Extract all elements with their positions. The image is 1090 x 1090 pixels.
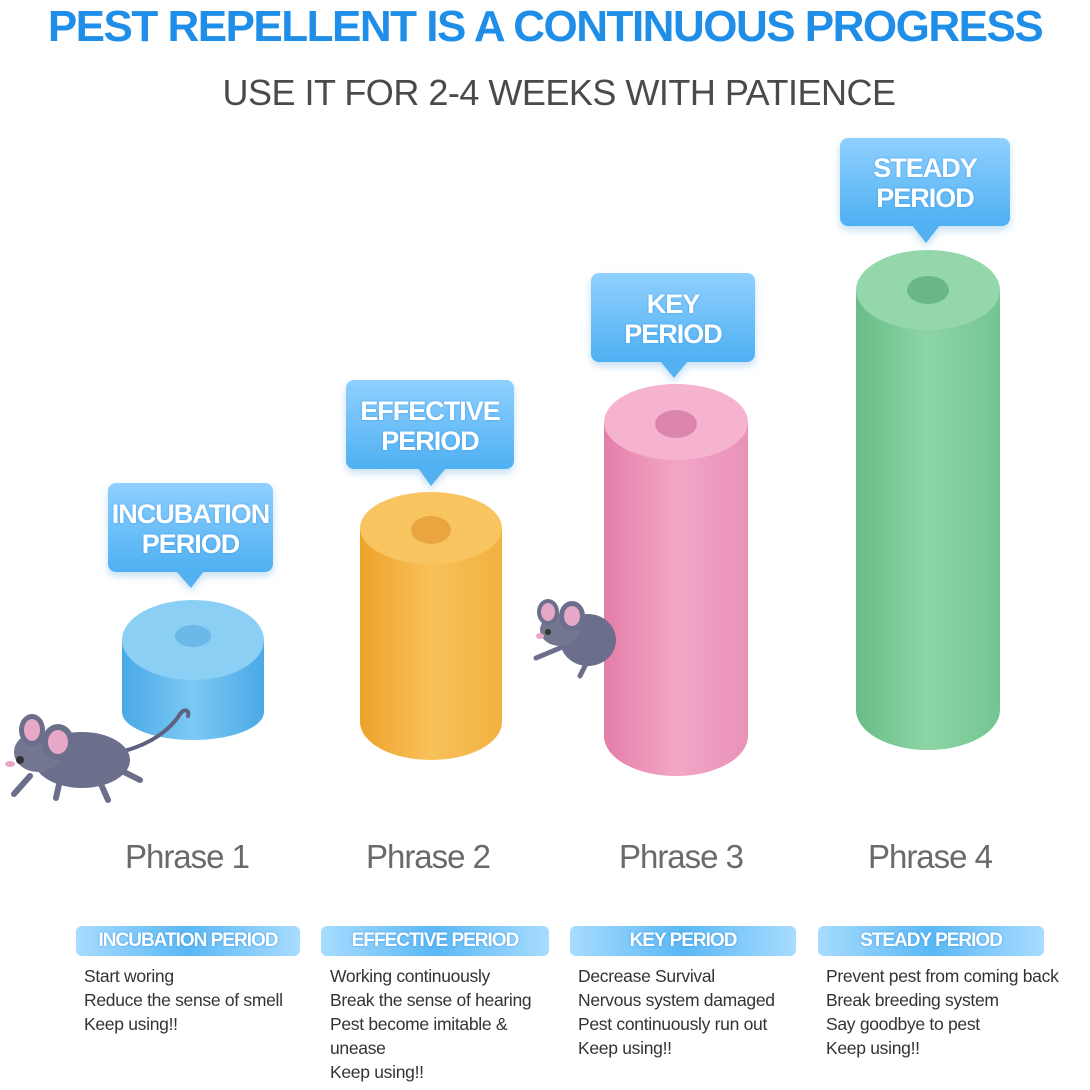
bubble-text-phase-2: EFFECTIVE PERIOD [360,396,501,456]
bubble-phase-1 [108,483,273,588]
cylinder-phase-4 [856,250,1000,750]
bubble-text-phase-3: KEY PERIOD [624,289,723,349]
page-subtitle: USE IT FOR 2-4 WEEKS WITH PATIENCE [222,72,896,113]
cylinder-phase-1 [122,600,264,740]
description-phase-1: Start woring Reduce the sense of smell K… [84,966,283,1034]
description-phase-2: Working continuously Break the sense of … [330,966,532,1082]
tag-phase-2: EFFECTIVE PERIOD [321,926,549,956]
phase-label-4: Phrase 4 [867,838,993,875]
bubble-phase-2 [346,380,514,486]
tag-phase-1: INCUBATION PERIOD [76,926,300,956]
mouse-2-illustration [533,599,616,679]
cylinder-phase-3 [604,384,748,776]
page-title: PEST REPELLENT IS A CONTINUOUS PROGRESS [47,2,1044,51]
bubble-text-phase-1: INCUBATION PERIOD [111,499,270,559]
cylinder-phase-2 [360,492,502,760]
tag-phase-3: KEY PERIOD [570,926,796,956]
phase-label-1: Phrase 1 [124,838,250,875]
bubble-text-phase-4: STEADY PERIOD [873,153,978,213]
phase-label-2: Phrase 2 [365,838,491,875]
phase-label-3: Phrase 3 [618,838,744,875]
bubble-phase-3 [591,273,755,378]
description-phase-4: Prevent pest from coming back Break bree… [826,966,1059,1058]
mouse-1-illustration [5,708,191,803]
description-phase-3: Decrease Survival Nervous system damaged… [578,966,775,1058]
tag-phase-4: STEADY PERIOD [818,926,1044,956]
bubble-phase-4 [840,138,1010,243]
